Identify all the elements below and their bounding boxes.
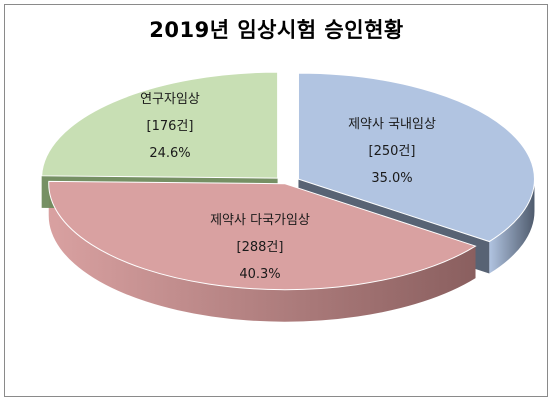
label-investigator-percent: 24.6% (149, 146, 190, 161)
pie-slice-investigator (41, 71, 279, 179)
pie-side-domestic (489, 179, 535, 274)
pie-slice-domestic (297, 72, 535, 243)
label-domestic-count: [250건] (369, 144, 416, 159)
label-multinational-name: 제약사 다국가임상 (210, 213, 310, 228)
chart-title: 2019년 임상시험 승인현황 (149, 18, 404, 42)
pie-side-multinational (48, 183, 476, 322)
label-multinational-percent: 40.3% (239, 267, 280, 282)
label-investigator-name: 연구자임상 (140, 92, 200, 107)
label-multinational-count: [288건] (237, 240, 284, 255)
pie-slice-multinational (48, 180, 477, 291)
label-domestic-percent: 35.0% (371, 171, 412, 186)
label-investigator-count: [176건] (147, 119, 194, 134)
label-domestic-name: 제약사 국내임상 (348, 117, 436, 132)
